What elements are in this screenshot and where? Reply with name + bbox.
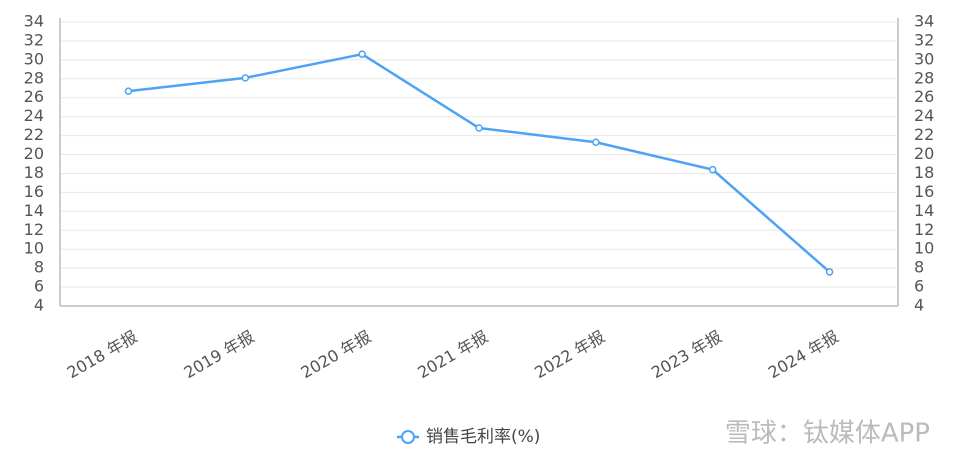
y-tick-label: 18 — [24, 163, 44, 182]
point — [241, 74, 250, 82]
y2-tick-label: 4 — [914, 296, 924, 315]
y2-tick-label: 6 — [914, 277, 924, 296]
x-tick-label: 2022 年报 — [531, 327, 608, 382]
y-tick-label: 20 — [24, 144, 44, 163]
y-tick-label: 32 — [24, 30, 44, 49]
y-tick-label: 16 — [24, 182, 44, 201]
x-tick-label: 2021 年报 — [414, 327, 491, 382]
x-tick-label: 2018 年报 — [64, 327, 141, 382]
y-tick-label: 14 — [24, 201, 44, 220]
point — [358, 50, 366, 58]
y-tick-label: 22 — [24, 125, 44, 144]
y-tick-label: 24 — [24, 106, 44, 125]
y2-tick-label: 14 — [914, 201, 934, 220]
legend-marker — [401, 430, 415, 444]
y-tick-label: 10 — [24, 239, 44, 258]
point — [475, 124, 483, 132]
line — [128, 52, 831, 273]
point — [124, 87, 133, 95]
y2-tick-label: 28 — [914, 68, 934, 87]
legend-label: 销售毛利率(%) — [426, 427, 540, 447]
y2-tick-label: 18 — [914, 163, 934, 182]
y2-tick-label: 8 — [914, 258, 924, 277]
point — [592, 138, 600, 146]
x-tick-label: 2020 年报 — [298, 327, 375, 382]
y2-tick-label: 16 — [914, 182, 934, 201]
watermark: 雪球：钛媒体APP — [725, 419, 930, 449]
y-tick-label: 28 — [24, 68, 44, 87]
y2-tick-label: 12 — [914, 220, 934, 239]
x-tick-label: 2019 年报 — [181, 327, 258, 382]
y-tick-label: 26 — [24, 87, 44, 106]
y2-tick-label: 20 — [914, 144, 934, 163]
y2-tick-label: 10 — [914, 239, 934, 258]
y2-tick-label: 22 — [914, 125, 934, 144]
y2-tick-label: 24 — [914, 106, 934, 125]
y-tick-label: 12 — [24, 220, 44, 239]
y-tick-label: 30 — [24, 49, 44, 68]
y-tick-label: 8 — [34, 258, 44, 277]
y2-tick-label: 30 — [914, 49, 934, 68]
y-tick-label: 34 — [24, 12, 44, 31]
y2-tick-label: 34 — [914, 12, 934, 31]
y2-tick-label: 26 — [914, 87, 934, 106]
y-tick-label: 4 — [34, 296, 44, 315]
x-tick-label: 2023 年报 — [648, 327, 725, 382]
y-tick-label: 6 — [34, 277, 44, 296]
x-tick-label: 2024 年报 — [765, 327, 842, 382]
point — [825, 268, 834, 276]
point — [708, 165, 717, 174]
y2-tick-label: 32 — [914, 30, 934, 49]
